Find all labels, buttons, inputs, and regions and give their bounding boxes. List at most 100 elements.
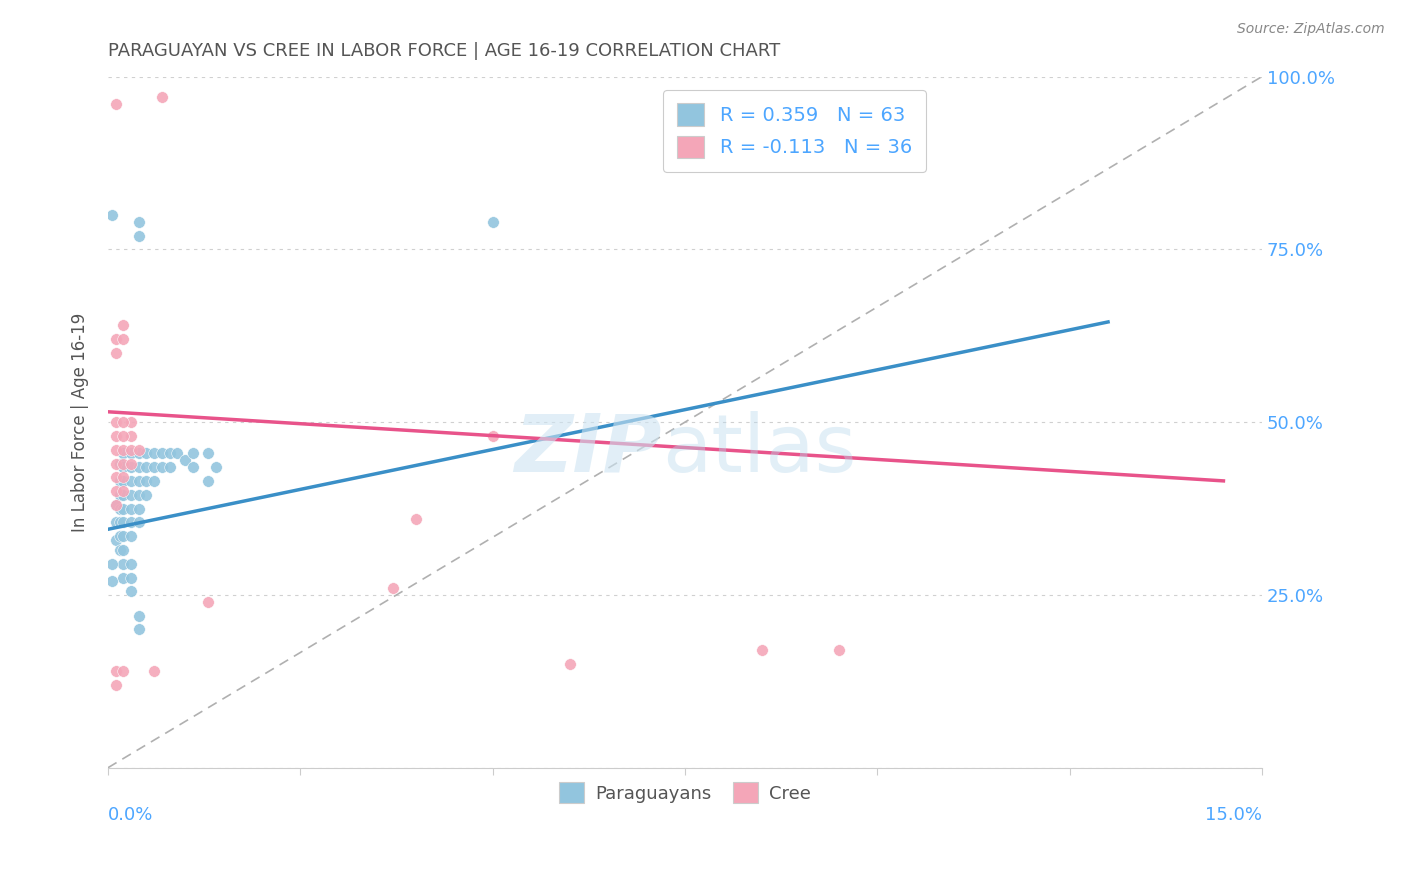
Point [112, 415, 135, 429]
Point [112, 571, 135, 585]
Point [112, 529, 135, 543]
Point [104, 457, 127, 471]
Point [112, 332, 135, 346]
Point [120, 584, 142, 599]
Point [112, 484, 135, 499]
Point [150, 446, 173, 460]
Point [159, 460, 181, 475]
Point [120, 460, 142, 475]
Point [112, 474, 135, 488]
Point [112, 501, 135, 516]
Point [112, 543, 135, 558]
Point [112, 318, 135, 333]
Point [128, 228, 150, 243]
Point [558, 657, 581, 671]
Point [108, 529, 131, 543]
Point [120, 571, 142, 585]
Point [104, 415, 127, 429]
Point [104, 664, 127, 678]
Point [751, 643, 773, 657]
Text: 15.0%: 15.0% [1205, 805, 1263, 823]
Point [135, 446, 157, 460]
Legend: Paraguayans, Cree: Paraguayans, Cree [551, 775, 818, 811]
Point [197, 595, 219, 609]
Point [120, 457, 142, 471]
Point [135, 488, 157, 502]
Point [120, 446, 142, 460]
Point [120, 516, 142, 530]
Point [101, 208, 124, 222]
Point [104, 533, 127, 547]
Point [128, 488, 150, 502]
Point [143, 664, 166, 678]
Point [143, 446, 166, 460]
Point [166, 446, 188, 460]
Text: ZIP: ZIP [515, 411, 662, 489]
Point [120, 429, 142, 443]
Point [120, 557, 142, 571]
Point [104, 498, 127, 512]
Point [120, 474, 142, 488]
Point [128, 460, 150, 475]
Point [108, 501, 131, 516]
Point [159, 446, 181, 460]
Point [128, 501, 150, 516]
Y-axis label: In Labor Force | Age 16-19: In Labor Force | Age 16-19 [72, 312, 89, 532]
Point [181, 460, 204, 475]
Point [128, 474, 150, 488]
Point [101, 574, 124, 588]
Point [120, 529, 142, 543]
Point [104, 332, 127, 346]
Point [150, 460, 173, 475]
Text: atlas: atlas [662, 411, 856, 489]
Point [104, 470, 127, 484]
Point [197, 474, 219, 488]
Point [481, 429, 503, 443]
Point [112, 516, 135, 530]
Point [143, 474, 166, 488]
Point [120, 501, 142, 516]
Point [104, 484, 127, 499]
Point [112, 664, 135, 678]
Point [405, 512, 427, 526]
Point [128, 623, 150, 637]
Point [108, 488, 131, 502]
Point [104, 442, 127, 457]
Point [112, 557, 135, 571]
Point [128, 442, 150, 457]
Point [112, 470, 135, 484]
Point [381, 581, 404, 595]
Point [128, 608, 150, 623]
Point [150, 90, 173, 104]
Point [108, 474, 131, 488]
Text: PARAGUAYAN VS CREE IN LABOR FORCE | AGE 16-19 CORRELATION CHART: PARAGUAYAN VS CREE IN LABOR FORCE | AGE … [108, 42, 780, 60]
Point [112, 446, 135, 460]
Point [104, 346, 127, 360]
Point [135, 474, 157, 488]
Point [104, 516, 127, 530]
Point [104, 498, 127, 512]
Point [112, 457, 135, 471]
Point [204, 460, 226, 475]
Point [481, 215, 503, 229]
Point [101, 557, 124, 571]
Point [108, 457, 131, 471]
Point [112, 429, 135, 443]
Point [828, 643, 851, 657]
Point [143, 460, 166, 475]
Point [112, 488, 135, 502]
Point [181, 446, 204, 460]
Point [174, 453, 197, 467]
Point [104, 97, 127, 112]
Point [104, 678, 127, 692]
Point [112, 442, 135, 457]
Point [197, 446, 219, 460]
Point [120, 442, 142, 457]
Text: Source: ZipAtlas.com: Source: ZipAtlas.com [1237, 22, 1385, 37]
Text: 0.0%: 0.0% [108, 805, 153, 823]
Point [112, 460, 135, 475]
Point [128, 215, 150, 229]
Point [128, 516, 150, 530]
Point [104, 429, 127, 443]
Point [135, 460, 157, 475]
